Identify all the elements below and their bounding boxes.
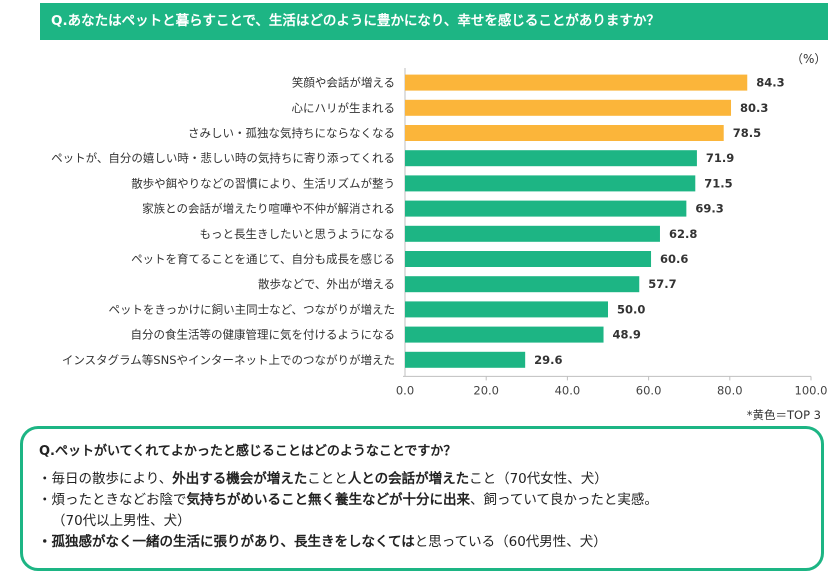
category-label: ペットを育てることを通じて、自分も成長を感じる <box>131 252 395 266</box>
bar <box>405 225 660 242</box>
comment-2-text-c: 、飼っていて良かったと実感。 <box>470 492 658 508</box>
comment-2-emph-b: 気持ちがめいること無く養生などが十分に出来 <box>186 492 471 508</box>
value-label: 62.8 <box>669 227 697 241</box>
category-label: 散歩などで、外出が増える <box>258 277 395 291</box>
question-title: Q.あなたはペットと暮らすことで、生活はどのように豊かになり、幸せを感じることが… <box>51 13 660 29</box>
comment-3-text-b: と思っている（60代男性、犬） <box>414 534 607 550</box>
category-label: 心にハリが生まれる <box>292 101 396 115</box>
comment-2-attribution: （70代以上男性、犬） <box>52 513 191 529</box>
comment-3: ・孤独感がなく一緒の生活に張りがあり、長生きをしなくてはと思っている（60代男性… <box>38 532 658 553</box>
x-tick-label: 20.0 <box>473 383 499 397</box>
value-label: 78.5 <box>733 126 761 140</box>
category-label: 笑顔や会話が増える <box>292 76 395 90</box>
bar <box>405 125 724 141</box>
bar <box>405 99 732 116</box>
unit-label: （%） <box>791 52 827 66</box>
comment-1-text-a: ・毎日の散歩により、 <box>38 471 173 487</box>
comment-1: ・毎日の散歩により、外出する機会が増えたことと人との会話が増えたこと（70代女性… <box>38 469 658 490</box>
value-label: 60.6 <box>660 252 688 266</box>
value-label: 57.7 <box>648 277 676 291</box>
category-label: 家族との会話が増えたり喧嘩や不仲が解消される <box>142 202 395 216</box>
x-tick-label: 100.0 <box>795 383 828 397</box>
bar-chart: 0.0 20.0 40.0 60.0 80.0 100.0 笑顔や会話が増える 84.3 心にハ… <box>51 68 828 397</box>
value-label: 69.3 <box>695 202 723 216</box>
comment-2-text-a: ・煩ったときなどお陰で <box>38 492 187 508</box>
category-label: インスタグラム等SNSやインターネット上でのつながりが増えた <box>62 353 395 367</box>
bar <box>405 200 687 217</box>
bar <box>405 276 640 293</box>
value-label: 48.9 <box>613 328 641 342</box>
comment-2: ・煩ったときなどお陰で気持ちがめいること無く養生などが十分に出来、飼っていて良か… <box>38 490 658 511</box>
x-tick-label: 60.0 <box>636 383 662 397</box>
category-label: 散歩や餌やりなどの習慣により、生活リズムが整う <box>131 176 395 190</box>
x-tick-label: 0.0 <box>396 383 414 397</box>
bar <box>405 251 652 267</box>
comments-list: ・毎日の散歩により、外出する機会が増えたことと人との会話が増えたこと（70代女性… <box>38 469 658 553</box>
value-label: 80.3 <box>740 101 768 115</box>
comment-1-text-e: こと（70代女性、犬） <box>469 471 608 487</box>
comment-1-emph-d: 人との会話が増えた <box>347 471 470 487</box>
value-label: 50.0 <box>617 302 645 316</box>
category-label: ペットが、自分の嬉しい時・悲しい時の気持ちに寄り添ってくれる <box>51 151 395 165</box>
value-label: 71.5 <box>704 176 732 190</box>
comments-title: Q.ペットがいてくれてよかったと感じることはどのようなことですか？ <box>39 444 457 459</box>
category-label: ペットをきっかけに飼い主同士など、つながりが増えた <box>109 302 395 316</box>
bar <box>405 326 604 343</box>
bar <box>405 351 526 368</box>
x-tick-label: 40.0 <box>555 383 581 397</box>
value-label: 71.9 <box>706 151 734 165</box>
bar <box>405 175 696 192</box>
bar <box>405 301 608 318</box>
bar <box>405 74 748 91</box>
bar <box>405 150 697 167</box>
value-label: 29.6 <box>534 353 562 367</box>
category-label: もっと長生きしたいと思うようになる <box>200 227 396 241</box>
comment-1-emph-b: 外出する機会が増えた <box>172 471 308 487</box>
x-tick-label: 80.0 <box>717 383 743 397</box>
value-label: 84.3 <box>756 76 784 90</box>
comment-3-emph-a: ・孤独感がなく一緒の生活に張りがあり、長生きをしなくては <box>38 534 415 550</box>
question-header: Q.あなたはペットと暮らすことで、生活はどのように豊かになり、幸せを感じることが… <box>40 3 828 40</box>
comment-1-text-c: ことと <box>307 471 348 487</box>
category-label: 自分の食生活等の健康管理に気を付けるようになる <box>131 328 396 342</box>
top3-note: *黄色＝TOP 3 <box>746 408 821 422</box>
category-label: さみしい・孤独な気持ちにならなくなる <box>188 126 395 140</box>
comments-box: Q.ペットがいてくれてよかったと感じることはどのようなことですか？ ・毎日の散歩… <box>20 426 824 571</box>
